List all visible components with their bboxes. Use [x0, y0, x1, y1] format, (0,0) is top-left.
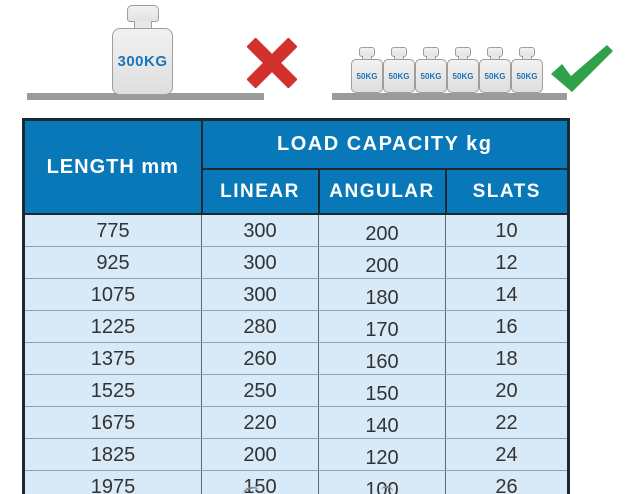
- weight-50kg-label: 50KG: [356, 71, 378, 81]
- length-cell: 1525: [23, 374, 202, 407]
- weight-neck: [522, 56, 532, 60]
- table-row: 1525 250 150 20: [23, 374, 569, 407]
- angular-cell: 180: [318, 278, 446, 311]
- weight-body: 50KG: [447, 59, 479, 93]
- length-cell: 1225: [23, 310, 202, 343]
- slats-cell: 24: [445, 438, 569, 471]
- angular-cell: 150: [318, 374, 446, 407]
- linear-cell: 260: [201, 342, 319, 375]
- angular-cell: 170: [318, 310, 446, 343]
- header-linear: LINEAR: [200, 168, 320, 215]
- cross-icon: [247, 38, 297, 88]
- weight-neck: [394, 56, 404, 60]
- table-row: 1225 280 170 16: [23, 310, 569, 343]
- linear-cell: 200: [201, 438, 319, 471]
- weight-50kg: 50KG: [351, 47, 383, 93]
- weight-50kg-label: 50KG: [420, 71, 442, 81]
- angular-cell: 120: [318, 438, 446, 471]
- shelf-right: [332, 93, 567, 100]
- header-length: LENGTH mm: [22, 118, 203, 215]
- weight-50kg: 50KG: [479, 47, 511, 93]
- weight-neck: [458, 56, 468, 60]
- weight-50kg-label: 50KG: [452, 71, 474, 81]
- shelf-left: [27, 93, 264, 100]
- slats-cell: 20: [445, 374, 569, 407]
- table-row: 1075 300 180 14: [23, 278, 569, 311]
- angular-cell: 160: [318, 342, 446, 375]
- linear-cell: 220: [201, 406, 319, 439]
- table-row: 925 300 200 12: [23, 246, 569, 279]
- angular-cell: 200: [318, 246, 446, 279]
- weight-body: 50KG: [479, 59, 511, 93]
- length-cell: 1975: [23, 470, 202, 494]
- weight-neck: [362, 56, 372, 60]
- length-cell: 1675: [23, 406, 202, 439]
- slats-cell: 22: [445, 406, 569, 439]
- length-cell: 775: [23, 213, 202, 247]
- weight-body: 50KG: [511, 59, 543, 93]
- angular-cell: 140: [318, 406, 446, 439]
- weight-50kg: 50KG: [511, 47, 543, 93]
- length-cell: 1075: [23, 278, 202, 311]
- linear-cell: 250: [201, 374, 319, 407]
- linear-cell: 150: [201, 470, 319, 494]
- slats-cell: 12: [445, 246, 569, 279]
- weight-50kg-label: 50KG: [388, 71, 410, 81]
- slats-cell: 18: [445, 342, 569, 375]
- linear-cell: 280: [201, 310, 319, 343]
- slats-cell: 16: [445, 310, 569, 343]
- table-row: 1975 150 100 26: [23, 470, 569, 494]
- weight-body: 50KG: [383, 59, 415, 93]
- weight-body: 50KG: [415, 59, 447, 93]
- header-slats: SLATS: [444, 168, 570, 215]
- angular-cell: 100: [318, 470, 446, 494]
- weight-body: 300KG: [112, 28, 173, 95]
- weight-50kg: 50KG: [447, 47, 479, 93]
- weight-50kg-label: 50KG: [484, 71, 506, 81]
- weight-300kg: 300KG: [112, 5, 173, 95]
- weight-50kg: 50KG: [383, 47, 415, 93]
- length-cell: 1825: [23, 438, 202, 471]
- table-row: 775 300 200 10: [23, 213, 569, 247]
- table-row: 1675 220 140 22: [23, 406, 569, 439]
- table-row: 1825 200 120 24: [23, 438, 569, 471]
- slats-cell: 10: [445, 213, 569, 247]
- header-load-capacity: LOAD CAPACITY kg: [200, 118, 570, 170]
- check-icon: [551, 45, 613, 92]
- weight-50kg: 50KG: [415, 47, 447, 93]
- load-capacity-table: LENGTH mm LOAD CAPACITY kg LINEAR ANGULA…: [22, 118, 570, 494]
- weight-body: 50KG: [351, 59, 383, 93]
- weight-300kg-label: 300KG: [117, 53, 168, 70]
- table-row: 1375 260 160 18: [23, 342, 569, 375]
- slats-cell: 26: [445, 470, 569, 494]
- length-cell: 925: [23, 246, 202, 279]
- weight-cap: [126, 5, 159, 22]
- weight-neck: [490, 56, 500, 60]
- slats-cell: 14: [445, 278, 569, 311]
- angular-cell: 200: [318, 213, 446, 247]
- weight-neck: [133, 21, 152, 29]
- length-cell: 1375: [23, 342, 202, 375]
- linear-cell: 300: [201, 213, 319, 247]
- weight-50kg-label: 50KG: [516, 71, 538, 81]
- linear-cell: 300: [201, 278, 319, 311]
- weight-neck: [426, 56, 436, 60]
- header-angular: ANGULAR: [317, 168, 447, 215]
- linear-cell: 300: [201, 246, 319, 279]
